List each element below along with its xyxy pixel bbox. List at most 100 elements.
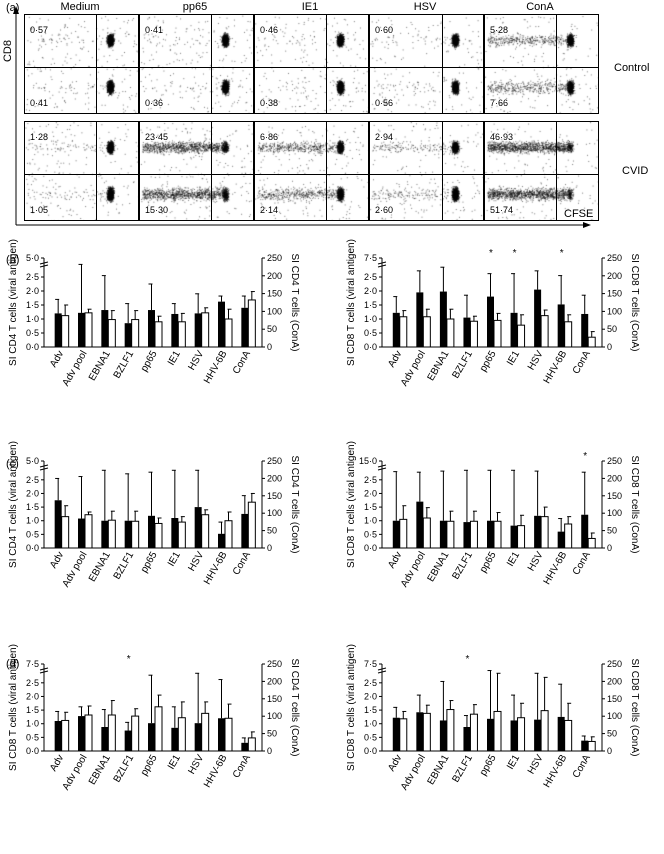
bar-viral-antigen — [416, 501, 424, 548]
y2-axis-label: SI CD4 T cells (ConA) — [289, 254, 300, 352]
y2-tick-label: 0 — [607, 342, 612, 352]
bar-viral-antigen — [101, 310, 109, 347]
flow-dot-cloud — [370, 122, 483, 220]
bar-viral-antigen — [241, 513, 249, 548]
bar-viral-antigen — [194, 723, 202, 751]
y2-tick-label: 200 — [607, 271, 622, 281]
y-tick-label: 0·5 — [26, 328, 39, 338]
flow-dot-plot: 5·28 7·66 — [484, 14, 599, 114]
x-tick-label: IE1 — [166, 753, 183, 772]
x-tick-label: ConA — [571, 349, 593, 376]
bar-cona — [247, 299, 256, 348]
y-tick-label: 2·5 — [364, 272, 377, 282]
bar-viral-antigen — [148, 310, 155, 347]
bar-cona — [422, 517, 431, 549]
axis-break-mark — [377, 467, 387, 471]
lower-quadrant-percent: 1·05 — [30, 205, 49, 215]
lower-quadrant-percent: 0·36 — [145, 98, 164, 108]
bar-viral-antigen — [510, 720, 518, 751]
y2-tick-label: 0 — [607, 543, 612, 553]
upper-quadrant-percent: 0·60 — [375, 25, 394, 35]
bar-cona — [154, 522, 163, 549]
flow-dot-plot: 0·46 0·38 — [254, 14, 369, 114]
bar-cona — [61, 315, 70, 348]
flow-column-title: ConA — [526, 1, 554, 13]
y-tick-label: 2·5 — [26, 475, 39, 485]
bar-viral-antigen — [171, 313, 179, 347]
x-tick-label: pp65 — [478, 753, 499, 778]
bar-cona — [517, 324, 526, 348]
bar-viral-antigen — [241, 307, 249, 347]
x-tick-label: EBNA1 — [426, 753, 452, 787]
y2-tick-label: 0 — [267, 543, 272, 553]
x-tick-label: pp65 — [478, 349, 499, 374]
gate-vertical-line — [442, 15, 443, 113]
bar-cona — [469, 320, 478, 348]
bar-cona — [517, 717, 526, 752]
y-tick-label: 2·0 — [364, 286, 377, 296]
upper-quadrant-percent: 5·28 — [490, 25, 509, 35]
axis-break-mark — [39, 467, 49, 471]
y-tick-label: 0·5 — [364, 529, 377, 539]
y-tick-label: 5·0 — [26, 253, 39, 263]
gate-horizontal-line — [485, 174, 598, 175]
x-tick-label: BZLF1 — [451, 550, 476, 582]
bar-cona — [540, 315, 549, 348]
axis-break-mark — [39, 261, 49, 265]
significance-star: * — [127, 654, 131, 665]
flow-dot-plot: 46·93 51·74 — [484, 121, 599, 221]
y2-axis-label: SI CD8 T cells (ConA) — [629, 659, 640, 757]
y-axis-label: SI CD4 T cells (viral antigen) — [8, 239, 19, 366]
y-tick-label: 2·5 — [26, 678, 39, 688]
y2-tick-label: 100 — [607, 508, 622, 518]
bar-viral-antigen — [581, 313, 589, 347]
x-tick-label: EBNA1 — [426, 349, 452, 383]
bar-cona — [84, 714, 93, 752]
gate-horizontal-line — [485, 67, 598, 68]
y-tick-label: 0·0 — [26, 543, 39, 553]
axis-break-mark — [377, 667, 387, 671]
y2-tick-label: 150 — [607, 694, 622, 704]
axis-break-mark — [39, 667, 49, 671]
bar-viral-antigen — [557, 531, 565, 548]
y-tick-label: 1·5 — [364, 502, 377, 512]
bar-cona — [177, 717, 186, 752]
lower-quadrant-percent: 7·66 — [490, 98, 509, 108]
y-tick-label: 1·0 — [364, 516, 377, 526]
bar-viral-antigen — [416, 292, 424, 347]
gate-vertical-line — [326, 122, 327, 220]
flow-dot-cloud — [485, 15, 598, 113]
bar-cona — [493, 319, 502, 348]
bar-cona — [540, 710, 549, 752]
significance-star: * — [583, 451, 587, 462]
bar-cona — [154, 706, 163, 752]
gate-horizontal-line — [255, 174, 368, 175]
flow-dot-cloud — [485, 122, 598, 220]
panel-d-label: (d) — [6, 658, 20, 670]
bar-viral-antigen — [392, 717, 400, 751]
y2-tick-label: 150 — [267, 694, 282, 704]
y2-tick-label: 200 — [267, 271, 282, 281]
y2-tick-label: 250 — [607, 253, 622, 263]
x-tick-label: HSV — [526, 753, 546, 777]
flow-x-label: CFSE — [564, 208, 594, 220]
bar-cona — [469, 713, 478, 752]
gate-vertical-line — [556, 122, 557, 220]
bar-viral-antigen — [581, 740, 589, 751]
y-tick-label: 0·0 — [26, 746, 39, 756]
x-tick-label: BZLF1 — [451, 349, 476, 381]
x-tick-label: HSV — [186, 349, 206, 373]
bar-viral-antigen — [463, 522, 471, 548]
bar-viral-antigen — [171, 518, 179, 548]
gate-vertical-line — [211, 122, 212, 220]
upper-quadrant-percent: 2·94 — [375, 132, 394, 142]
flow-x-arrowhead — [583, 222, 591, 228]
y-tick-label: 1·0 — [26, 719, 39, 729]
y2-axis-label: SI CD4 T cells (ConA) — [289, 659, 300, 757]
upper-quadrant-percent: 6·86 — [260, 132, 279, 142]
bar-cona — [469, 520, 478, 549]
bar-viral-antigen — [487, 718, 494, 751]
bar-viral-antigen — [241, 742, 249, 751]
flow-dot-plot: 1·28 1·05 — [24, 121, 139, 221]
